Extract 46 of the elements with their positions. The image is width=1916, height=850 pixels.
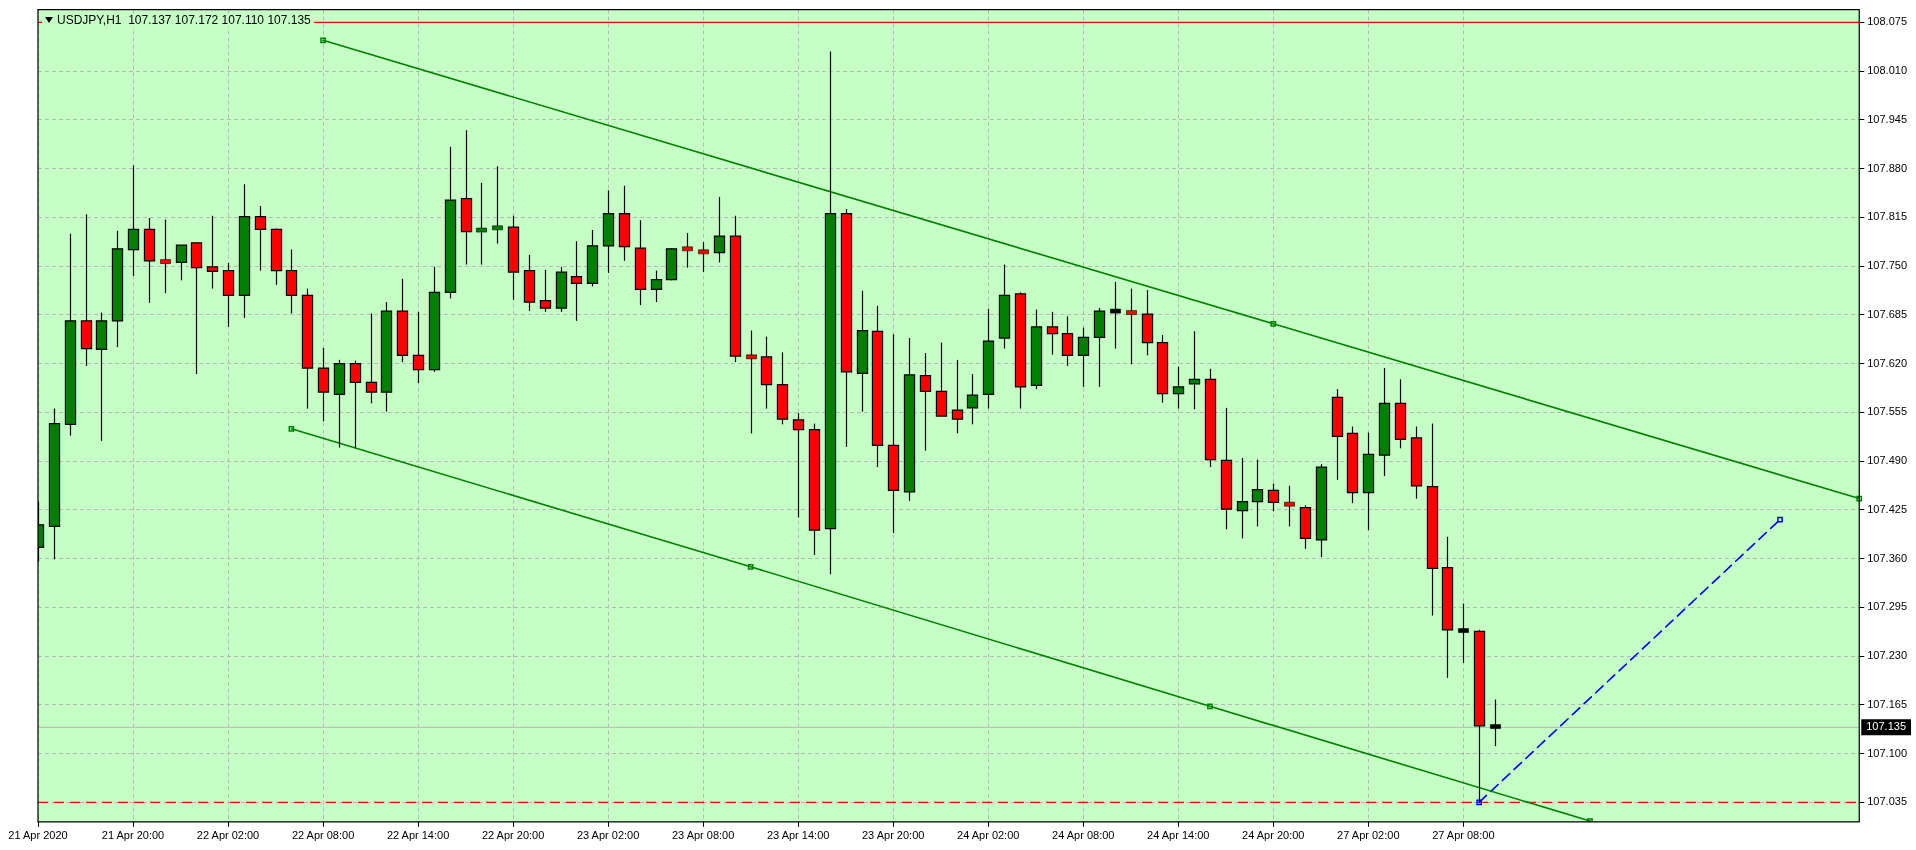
x-tick-label: 21 Apr 20:00: [101, 829, 165, 842]
y-tick-label: 108.075: [1867, 15, 1907, 28]
x-tick-label: 23 Apr 14:00: [766, 829, 830, 842]
x-tick-label: 27 Apr 02:00: [1337, 829, 1400, 842]
y-tick-label: 108.010: [1867, 64, 1907, 77]
x-tick-label: 27 Apr 08:00: [1432, 829, 1495, 842]
y-tick-label: 107.165: [1867, 697, 1907, 710]
point: [1270, 320, 1277, 327]
x-tick-label: 24 Apr 14:00: [1147, 829, 1210, 842]
x-tick-label: 24 Apr 08:00: [1052, 829, 1115, 842]
y-tick-label: 107.360: [1867, 551, 1907, 564]
y-tick-label: 107.945: [1867, 112, 1907, 125]
y-tick-label: 107.750: [1867, 259, 1907, 272]
x-tick-label: 22 Apr 14:00: [386, 829, 450, 842]
x-tick-label: 22 Apr 20:00: [481, 829, 545, 842]
candlestick: [1126, 287, 1137, 365]
point: [320, 37, 326, 44]
x-tick-label: 23 Apr 20:00: [861, 829, 925, 842]
candlestick: [1458, 602, 1469, 664]
point: [747, 563, 754, 570]
x-tick-label: 24 Apr 02:00: [957, 829, 1020, 842]
y-tick-label: 107.295: [1867, 600, 1907, 613]
y-tick-label: 107.880: [1867, 161, 1907, 174]
point: [1587, 818, 1593, 822]
y-tick-label: 107.035: [1867, 795, 1907, 808]
ref-line-label: 107.135: [1866, 720, 1906, 733]
y-tick-label: 107.815: [1867, 210, 1907, 223]
candlestick: [1490, 698, 1501, 747]
x-tick-label: 22 Apr 08:00: [291, 829, 355, 842]
y-tick-label: 107.490: [1867, 454, 1907, 467]
x-tick-label: 24 Apr 20:00: [1242, 829, 1305, 842]
x-tick-label: 21 Apr 2020: [8, 829, 68, 842]
point: [1777, 516, 1783, 523]
candlestick: [160, 218, 171, 294]
y-tick-label: 107.230: [1867, 649, 1907, 662]
y-tick-label: 107.685: [1867, 307, 1907, 320]
x-tick-label: 22 Apr 02:00: [196, 829, 260, 842]
y-tick-label: 107.100: [1867, 746, 1907, 759]
y-tick-label: 107.425: [1867, 502, 1907, 515]
chart-title: USDJPY,H1 107.137 107.172 107.110 107.135: [57, 12, 311, 27]
x-tick-label: 23 Apr 02:00: [576, 829, 640, 842]
point: [1207, 703, 1213, 710]
point: [1476, 799, 1483, 806]
y-tick-label: 107.620: [1867, 356, 1907, 369]
x-tick-label: 23 Apr 08:00: [671, 829, 735, 842]
y-tick-label: 107.555: [1867, 405, 1907, 418]
